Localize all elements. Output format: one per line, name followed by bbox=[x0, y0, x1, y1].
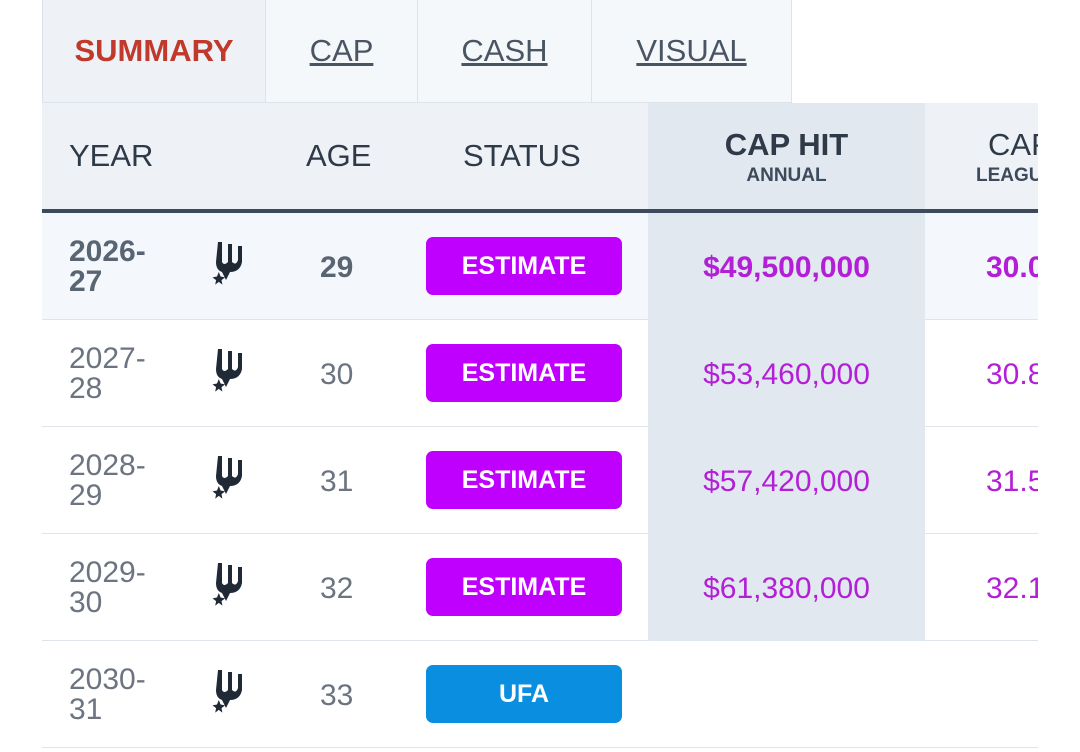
header-status: STATUS bbox=[463, 138, 581, 173]
tab[interactable]: VISUAL bbox=[636, 33, 747, 68]
cap-hit: $53,460,000 bbox=[703, 358, 870, 391]
cap-pct: 31.5 bbox=[986, 465, 1038, 498]
table-row: 2030-31 33 UFA bbox=[42, 641, 1038, 748]
spurs-logo bbox=[212, 349, 242, 392]
age: 32 bbox=[320, 572, 354, 605]
age: 33 bbox=[320, 679, 354, 712]
year: 2028-29 bbox=[69, 449, 146, 512]
team-logo bbox=[210, 240, 244, 297]
cap-hit-header-bg bbox=[648, 103, 925, 209]
tab[interactable]: SUMMARY bbox=[43, 0, 266, 102]
spurs-logo bbox=[212, 456, 242, 499]
year: 2030-31 bbox=[69, 663, 146, 726]
team-logo bbox=[210, 561, 244, 618]
cap-hit-cell-bg bbox=[648, 213, 925, 320]
status-badge: ESTIMATE bbox=[426, 344, 622, 402]
tab[interactable]: CASH bbox=[418, 0, 592, 102]
header-cap-pct: CAP bbox=[988, 127, 1038, 162]
year: 2027-28 bbox=[69, 342, 146, 405]
spurs-logo bbox=[212, 242, 242, 285]
age: 30 bbox=[320, 358, 354, 391]
cap-hit-cell-bg bbox=[648, 320, 925, 427]
age: 29 bbox=[320, 251, 354, 284]
header-age: AGE bbox=[306, 138, 372, 173]
team-logo bbox=[210, 454, 244, 511]
year: 2026-27 bbox=[69, 235, 146, 298]
tab[interactable]: CAP bbox=[266, 0, 418, 102]
table-row: 2027-28 30 ESTIMATE $53,460,000 30.8 bbox=[42, 320, 1038, 427]
age: 31 bbox=[320, 465, 354, 498]
cap-hit-cell-bg bbox=[648, 534, 925, 641]
cap-hit: $57,420,000 bbox=[703, 465, 870, 498]
spurs-logo bbox=[212, 670, 242, 713]
header-year: YEAR bbox=[69, 138, 154, 173]
cap-hit-cell-bg bbox=[648, 427, 925, 534]
status-badge: ESTIMATE bbox=[426, 558, 622, 616]
cap-hit: $49,500,000 bbox=[703, 251, 870, 284]
header-cap-hit-sub: ANNUAL bbox=[746, 165, 827, 186]
team-logo bbox=[210, 347, 244, 404]
contract-table: YEAR AGE STATUS CAP HIT ANNUAL CAP LEAGU… bbox=[42, 103, 1038, 752]
cap-pct: 32.1 bbox=[986, 572, 1038, 605]
cap-pct: 30.8 bbox=[986, 358, 1038, 391]
status-badge: UFA bbox=[426, 665, 622, 723]
table-row: 2026-27 29 ESTIMATE $49,500,000 30.0 bbox=[42, 213, 1038, 320]
header-divider bbox=[42, 209, 1038, 213]
cap-hit: $61,380,000 bbox=[703, 572, 870, 605]
header-cap-hit: CAP HIT bbox=[724, 127, 849, 162]
status-badge: ESTIMATE bbox=[426, 451, 622, 509]
year: 2029-30 bbox=[69, 556, 146, 619]
table-row: 2029-30 32 ESTIMATE $61,380,000 32.1 bbox=[42, 534, 1038, 641]
table-row: 2028-29 31 ESTIMATE $57,420,000 31.5 bbox=[42, 427, 1038, 534]
tab-bar: SUMMARY CAP CASH VISUAL bbox=[42, 0, 792, 103]
team-logo bbox=[210, 668, 244, 725]
status-badge: ESTIMATE bbox=[426, 237, 622, 295]
cap-pct: 30.0 bbox=[986, 251, 1038, 284]
spurs-logo bbox=[212, 563, 242, 606]
header-cap-pct-sub: LEAGUE bbox=[976, 165, 1038, 186]
